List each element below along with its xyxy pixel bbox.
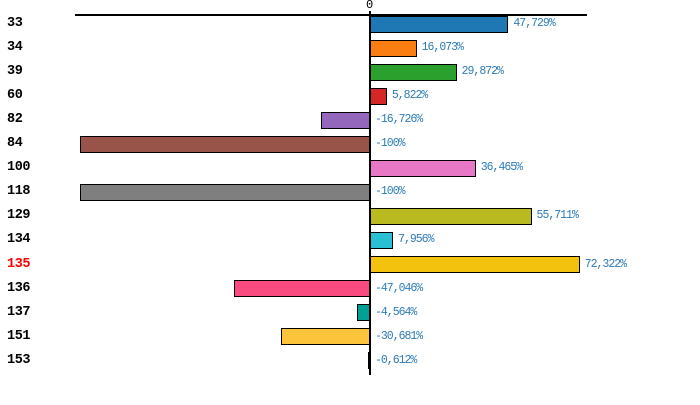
- category-label: 33: [7, 16, 23, 31]
- category-label: 135: [7, 256, 31, 272]
- bar: [370, 63, 457, 81]
- bar: [370, 15, 509, 33]
- bar: [368, 352, 371, 370]
- value-label: -16,726%: [375, 113, 423, 127]
- value-label: -4,564%: [375, 305, 417, 319]
- value-label: -0,612%: [375, 353, 417, 367]
- bar: [281, 328, 370, 346]
- category-label: 136: [7, 280, 31, 296]
- category-label: 100: [7, 160, 31, 176]
- category-label: 39: [7, 64, 23, 80]
- top-axis-line: [75, 14, 587, 16]
- bar: [356, 304, 370, 322]
- bar: [370, 87, 387, 105]
- bar: [233, 280, 370, 298]
- category-label: 82: [7, 112, 23, 128]
- category-label: 129: [7, 208, 31, 224]
- category-label: 151: [7, 328, 31, 344]
- value-label: -100%: [375, 137, 405, 151]
- bar: [80, 183, 370, 201]
- category-label: 84: [7, 136, 23, 152]
- zero-axis-label: 0: [366, 0, 374, 12]
- value-label: 72,322%: [584, 257, 627, 271]
- bar: [370, 39, 417, 57]
- value-label: 47,729%: [513, 17, 555, 30]
- value-label: 5,822%: [391, 89, 428, 103]
- bar: [370, 159, 476, 177]
- category-label: 118: [7, 184, 31, 200]
- bar: [321, 111, 370, 129]
- value-label: 7,956%: [398, 233, 434, 247]
- category-label: 60: [7, 88, 23, 104]
- value-label: 55,711%: [536, 209, 579, 223]
- bar: [370, 207, 532, 225]
- value-label: 36,465%: [480, 161, 523, 175]
- value-label: -30,681%: [375, 329, 423, 343]
- bar: [80, 135, 370, 153]
- category-label: 137: [7, 304, 31, 320]
- category-label: 34: [7, 40, 23, 56]
- category-label: 153: [7, 352, 31, 368]
- value-label: 29,872%: [461, 65, 504, 79]
- value-label: -47,046%: [375, 281, 423, 295]
- category-label: 134: [7, 232, 31, 248]
- value-label: -100%: [375, 185, 405, 199]
- bar: [370, 231, 394, 249]
- value-label: 16,073%: [421, 41, 464, 55]
- bar: [370, 256, 580, 273]
